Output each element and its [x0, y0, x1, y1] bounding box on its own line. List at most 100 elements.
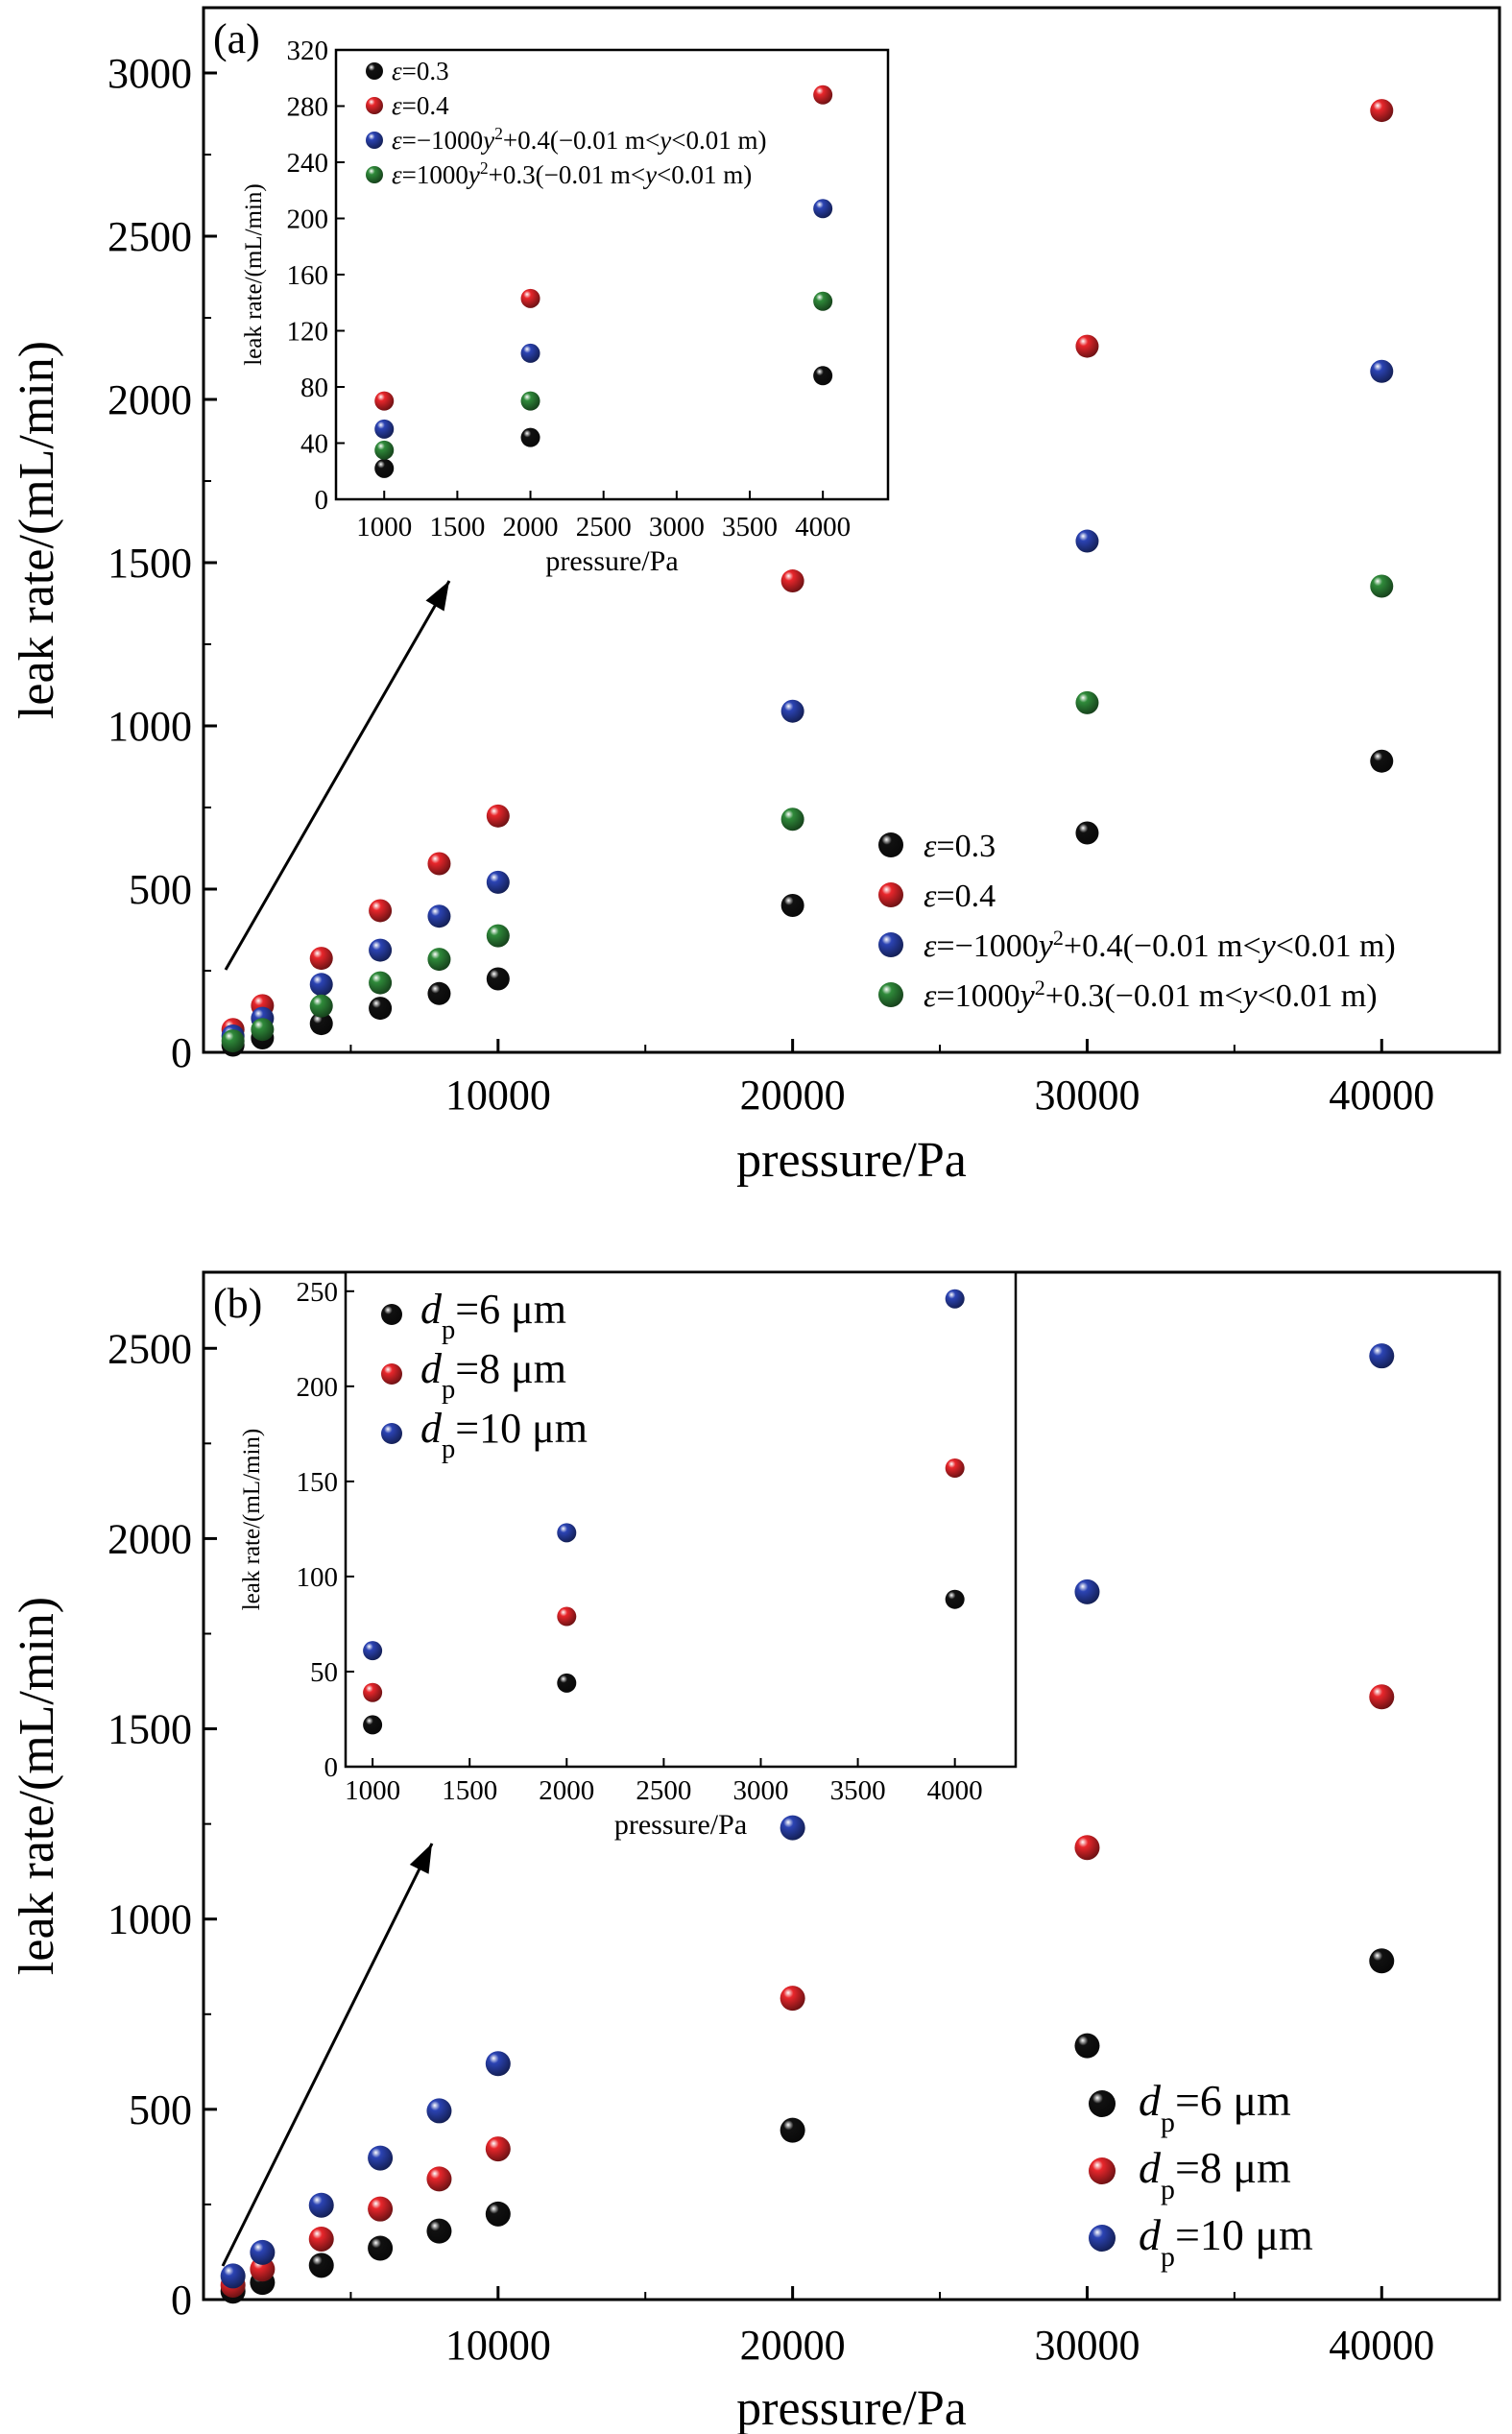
inset-legend-marker — [366, 132, 383, 149]
data-point — [427, 981, 451, 1005]
y-tick-label: 2500 — [108, 1325, 192, 1372]
legend-label: ε=−1000y2+0.4(−0.01 m<y<0.01 m) — [924, 926, 1396, 965]
legend-marker — [878, 982, 903, 1007]
data-point — [1370, 749, 1394, 773]
data-point — [368, 2196, 394, 2222]
x-tick-label: 30000 — [1034, 1072, 1140, 1119]
data-point — [1370, 574, 1394, 598]
data-point — [427, 904, 451, 928]
x-tick-label: 40000 — [1329, 1072, 1434, 1119]
y-tick-label: 0 — [171, 1029, 192, 1076]
legend-marker — [1089, 2225, 1116, 2252]
inset-x-tick-label: 3000 — [732, 1775, 788, 1806]
y-tick-label: 1500 — [108, 1706, 192, 1753]
legend-label: dp=10 μm — [1139, 2210, 1313, 2273]
data-point — [486, 804, 510, 828]
data-point — [485, 2136, 511, 2162]
data-point — [486, 967, 510, 991]
series-3 — [221, 574, 1394, 1053]
data-point — [220, 2263, 246, 2289]
inset-y-tick-label: 240 — [287, 148, 329, 179]
plot-frame — [202, 6, 1501, 1054]
data-point — [309, 994, 333, 1018]
data-point — [1075, 821, 1099, 845]
data-point — [1370, 359, 1394, 383]
inset-data-point — [945, 1458, 965, 1479]
panel-label: (a) — [213, 15, 260, 62]
y-tick-label: 2500 — [108, 213, 192, 260]
zoom-arrow-head — [425, 581, 449, 612]
data-point — [369, 971, 393, 995]
inset-data-point — [520, 343, 540, 363]
inset-data-point — [557, 1673, 577, 1693]
inset-y-tick-label: 280 — [287, 92, 329, 123]
inset-y-axis-label: leak rate/(mL/min) — [241, 183, 267, 366]
inset-legend-label: ε=0.3 — [392, 57, 449, 85]
data-point — [308, 2192, 334, 2218]
inset-y-tick-label: 160 — [287, 260, 329, 291]
inset-x-tick-label: 1500 — [442, 1775, 497, 1806]
inset-x-axis-label: pressure/Pa — [545, 545, 678, 577]
inset-y-tick-label: 80 — [300, 373, 328, 403]
data-point — [1075, 529, 1099, 553]
inset-y-tick-label: 200 — [297, 1372, 339, 1403]
inset-plot: 1000 1500 2000 2500 3000 3500 4000 0 50 100 150 200… — [239, 1270, 1018, 1841]
inset-legend-label: dp=6 μm — [420, 1286, 566, 1345]
inset-x-tick-label: 4000 — [927, 1775, 983, 1806]
inset-data-point — [374, 419, 395, 439]
inset-x-tick-label: 2000 — [539, 1775, 594, 1806]
inset-y-tick-label: 320 — [287, 36, 329, 66]
zoom-arrow — [221, 1843, 434, 2267]
data-point — [308, 2253, 334, 2278]
panel-b: 10000 20000 30000 4000005001000150020002500… — [10, 1270, 1501, 2434]
y-tick-label: 1500 — [108, 540, 192, 587]
inset-frame — [344, 1270, 1018, 1769]
data-point — [427, 948, 451, 972]
y-tick-label: 3000 — [108, 50, 192, 97]
inset-x-tick-label: 1000 — [356, 512, 412, 542]
y-axis-label: leak rate/(mL/min) — [10, 1597, 64, 1975]
x-tick-label: 20000 — [740, 1072, 846, 1119]
data-point — [780, 569, 804, 593]
data-point — [1369, 1684, 1395, 1710]
inset-y-tick-label: 0 — [324, 1752, 339, 1783]
x-tick-label: 40000 — [1329, 2322, 1434, 2369]
inset-x-axis-label: pressure/Pa — [614, 1809, 747, 1841]
x-tick-label: 30000 — [1034, 2322, 1140, 2369]
data-point — [308, 2226, 334, 2252]
inset-x-tick-label: 4000 — [795, 512, 851, 542]
inset-y-axis-label: leak rate/(mL/min) — [239, 1429, 265, 1611]
data-point — [369, 938, 393, 962]
data-point — [369, 899, 393, 923]
legend-marker — [878, 932, 903, 957]
data-point — [221, 1029, 245, 1053]
data-point — [427, 852, 451, 876]
inset-legend-marker — [381, 1363, 402, 1385]
data-point — [250, 2239, 276, 2265]
x-axis-label: pressure/Pa — [736, 1133, 967, 1188]
zoom-arrow — [224, 580, 451, 971]
inset-legend-marker — [366, 62, 383, 80]
data-point — [369, 997, 393, 1021]
y-tick-label: 500 — [129, 866, 192, 913]
data-point — [780, 894, 804, 917]
inset-y-tick-label: 50 — [310, 1657, 338, 1688]
data-point — [780, 699, 804, 723]
legend-label: ε=0.3 — [924, 829, 996, 864]
inset-x-tick-label: 2500 — [636, 1775, 691, 1806]
inset-x-tick-label: 3000 — [649, 512, 705, 542]
data-point — [485, 2201, 511, 2227]
inset-data-point — [557, 1523, 577, 1543]
series-2 — [220, 1343, 1395, 2289]
data-point — [780, 807, 804, 831]
data-point — [1074, 1835, 1100, 1861]
y-tick-label: 2000 — [108, 376, 192, 423]
inset-x-tick-label: 3500 — [722, 512, 778, 542]
inset-legend-marker — [381, 1423, 402, 1444]
legend-marker — [1089, 2090, 1116, 2117]
inset-legend-label: ε=1000y2+0.3(−0.01 m<y<0.01 m) — [392, 158, 752, 189]
x-tick-label: 10000 — [445, 1072, 551, 1119]
data-point — [485, 2051, 511, 2077]
legend-marker — [878, 882, 903, 907]
legend-label: ε=1000y2+0.3(−0.01 m<y<0.01 m) — [924, 976, 1378, 1015]
